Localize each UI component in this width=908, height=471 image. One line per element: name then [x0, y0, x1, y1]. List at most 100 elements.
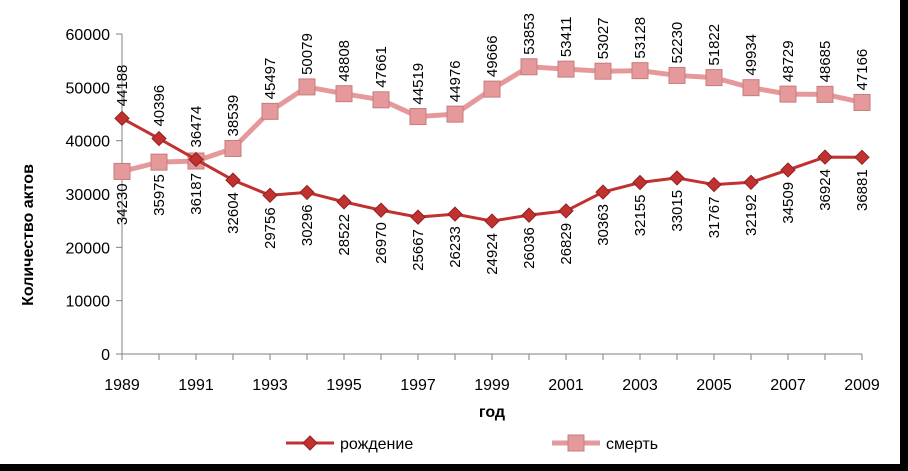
data-point [595, 184, 611, 200]
data-label: 30296 [299, 204, 316, 246]
data-point [299, 184, 315, 201]
data-label: 49934 [743, 34, 760, 76]
data-point [557, 60, 575, 78]
data-label: 31767 [706, 197, 723, 239]
data-point [705, 69, 723, 87]
data-point [446, 105, 464, 123]
data-label: 53411 [558, 17, 575, 58]
data-point [558, 203, 574, 219]
legend-item: рождение [286, 435, 413, 453]
legend-item: смерть [552, 434, 658, 453]
x-tick-label: 1993 [252, 377, 288, 394]
data-point [521, 207, 537, 223]
data-point [816, 85, 834, 103]
data-label: 34509 [780, 182, 797, 224]
data-point [224, 139, 242, 157]
data-label: 44519 [410, 63, 427, 105]
data-label: 49666 [484, 35, 501, 77]
y-tick-label: 0 [101, 347, 110, 364]
data-label: 28522 [336, 214, 353, 256]
data-label: 51822 [706, 24, 723, 66]
data-label: 26829 [558, 223, 575, 265]
data-point [780, 162, 796, 178]
x-tick-label: 2003 [622, 377, 658, 394]
data-point [188, 151, 204, 168]
legend-marker [567, 434, 585, 452]
chart-frame: 0 10000 20000 30000 40000 50000 60000 1989 1991… [0, 0, 900, 464]
data-point [447, 206, 463, 222]
legend-label: смерть [606, 436, 658, 453]
data-label: 53128 [632, 17, 649, 59]
data-point [261, 102, 279, 120]
legend-label: рождение [340, 436, 413, 453]
data-point [706, 176, 722, 193]
line-chart: 0 10000 20000 30000 40000 50000 60000 1989 1991… [20, 13, 880, 453]
data-point [409, 108, 427, 126]
data-label: 40396 [151, 85, 168, 127]
x-tick-label: 1989 [104, 377, 140, 394]
data-point [594, 62, 612, 80]
data-label: 35975 [151, 174, 168, 216]
data-point [262, 187, 278, 204]
data-label: 32192 [743, 194, 760, 236]
data-point [669, 170, 685, 186]
x-tick-label: 1997 [400, 377, 436, 394]
data-point [225, 172, 241, 188]
x-tick-label: 1999 [474, 377, 510, 394]
y-tick-label: 60000 [66, 27, 111, 44]
data-label: 45497 [262, 58, 279, 100]
data-point [779, 85, 797, 103]
axes [116, 33, 863, 360]
data-label: 33015 [669, 190, 686, 232]
series-birth [114, 110, 870, 229]
data-label: 44188 [114, 65, 131, 107]
data-point [114, 110, 130, 127]
data-point [151, 130, 167, 147]
data-label: 48729 [780, 40, 797, 82]
data-label: 32155 [632, 195, 649, 237]
data-label: 36924 [817, 169, 834, 211]
data-label: 36881 [854, 169, 871, 211]
data-label: 36474 [188, 106, 205, 148]
data-point [668, 66, 686, 84]
data-label: 24924 [484, 233, 501, 275]
data-label: 34230 [114, 183, 131, 225]
data-label: 53027 [595, 17, 612, 59]
data-label: 52230 [669, 22, 686, 64]
data-label: 53853 [521, 13, 538, 55]
data-label: 48808 [336, 40, 353, 82]
data-point [483, 80, 501, 98]
data-label: 44976 [447, 60, 464, 102]
y-tick-label: 10000 [66, 294, 111, 311]
data-label: 25667 [410, 229, 427, 271]
data-label: 30363 [595, 204, 612, 246]
data-label: 47166 [854, 49, 871, 91]
x-tick-label: 2007 [770, 377, 806, 394]
data-label: 48685 [817, 41, 834, 83]
series-layer [113, 58, 871, 229]
x-axis-title: год [479, 404, 505, 421]
data-point [742, 79, 760, 97]
data-label: 26233 [447, 226, 464, 268]
data-point [150, 153, 168, 171]
data-point [632, 174, 648, 191]
y-tick-label: 30000 [66, 187, 111, 204]
data-label: 29756 [262, 207, 279, 249]
y-tick-label: 50000 [66, 80, 111, 97]
data-point [113, 162, 131, 180]
data-label: 47661 [373, 46, 390, 88]
data-point [853, 93, 871, 111]
data-point [298, 78, 316, 96]
legend: рождение смерть [286, 434, 658, 453]
y-tick-label: 20000 [66, 240, 111, 257]
data-point [372, 91, 390, 109]
data-label: 50079 [299, 33, 316, 75]
data-label: 26970 [373, 222, 390, 264]
data-point [631, 62, 649, 80]
x-tick-label: 2009 [844, 377, 880, 394]
data-point [335, 85, 353, 103]
data-point [743, 174, 759, 191]
legend-marker [302, 435, 318, 451]
data-label: 32604 [225, 192, 242, 234]
data-point [484, 213, 500, 229]
